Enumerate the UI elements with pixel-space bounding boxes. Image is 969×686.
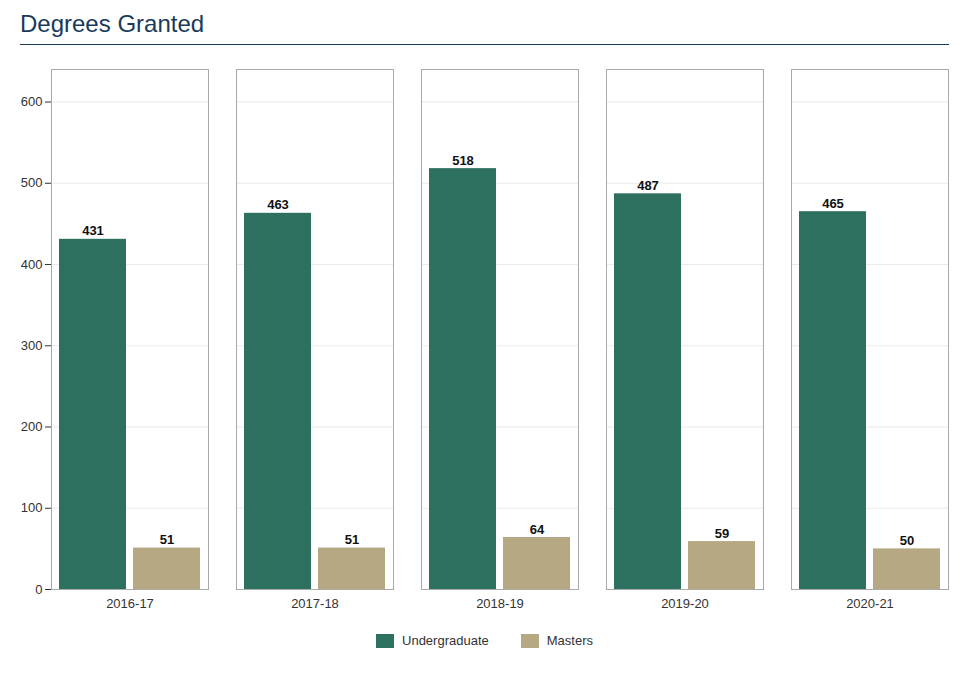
html-text:Masters: Masters <box>546 633 593 648</box>
svg-text:200: 200 <box>21 419 43 434</box>
svg-text:0: 0 <box>35 582 42 597</box>
svg-text:487: 487 <box>637 178 659 193</box>
html-text:Undergraduate: Undergraduate <box>402 633 489 648</box>
svg-text:518: 518 <box>452 153 474 168</box>
svg-text:500: 500 <box>21 175 43 190</box>
svg-text:2016-17: 2016-17 <box>106 596 154 611</box>
svg-text:2017-18: 2017-18 <box>291 596 339 611</box>
svg-text:51: 51 <box>345 532 359 547</box>
svg-text:2020-21: 2020-21 <box>846 596 894 611</box>
svg-text:431: 431 <box>82 223 104 238</box>
svg-text:64: 64 <box>530 522 545 537</box>
svg-text:2019-20: 2019-20 <box>661 596 709 611</box>
svg-text:2018-19: 2018-19 <box>476 596 524 611</box>
svg-text:465: 465 <box>822 196 844 211</box>
svg-text:600: 600 <box>21 94 43 109</box>
svg-text:400: 400 <box>21 257 43 272</box>
svg-text:51: 51 <box>160 532 174 547</box>
svg-text:463: 463 <box>267 197 289 212</box>
svg-text:300: 300 <box>21 338 43 353</box>
html-text:Degrees Granted: Degrees Granted <box>20 10 205 37</box>
svg-text:50: 50 <box>900 533 914 548</box>
svg-text:59: 59 <box>715 526 729 541</box>
svg-text:100: 100 <box>21 500 43 515</box>
